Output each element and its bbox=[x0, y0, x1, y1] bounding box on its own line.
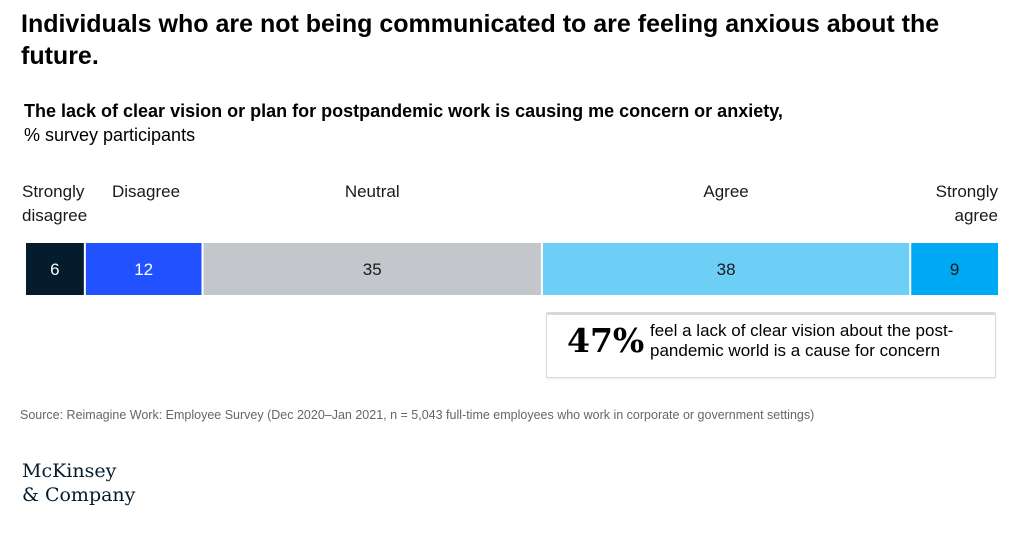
bar-segment-3 bbox=[542, 243, 910, 295]
headline: Individuals who are not being communicat… bbox=[21, 10, 940, 70]
brand-logo: McKinsey & Company bbox=[22, 459, 135, 507]
category-label-2: Neutral bbox=[345, 182, 400, 201]
logo-line-2: & Company bbox=[22, 484, 136, 506]
bar-segment-4 bbox=[911, 243, 998, 295]
bar-segment-1 bbox=[85, 243, 202, 295]
value-label-2: 35 bbox=[363, 260, 382, 279]
source-note: Source: Reimagine Work: Employee Survey … bbox=[20, 408, 815, 422]
category-label-3: Agree bbox=[703, 182, 748, 201]
chart-title: The lack of clear vision or plan for pos… bbox=[24, 101, 783, 121]
chart-subtitle: % survey participants bbox=[24, 125, 196, 145]
value-label-1: 12 bbox=[134, 260, 153, 279]
bar-segment-0 bbox=[26, 243, 84, 295]
callout-text: feel a lack of clear vision about the po… bbox=[650, 321, 954, 360]
value-label-4: 9 bbox=[950, 260, 959, 279]
logo-line-1: McKinsey bbox=[22, 460, 117, 482]
category-label-0: Strongly disagree bbox=[22, 182, 87, 225]
callout-stat: 47% bbox=[567, 321, 645, 360]
category-label-1: Disagree bbox=[112, 182, 180, 201]
value-label-3: 38 bbox=[717, 260, 736, 279]
stacked-bar-chart: 6 Strongly disagree 12 Disagree 35 Neutral 38 Ag… bbox=[22, 182, 999, 295]
callout-box: 47% feel a lack of clear vision about th… bbox=[546, 312, 996, 378]
bar-segment-2 bbox=[203, 243, 541, 295]
category-label-4: Strongly agree bbox=[936, 182, 999, 225]
value-label-0: 6 bbox=[50, 260, 59, 279]
